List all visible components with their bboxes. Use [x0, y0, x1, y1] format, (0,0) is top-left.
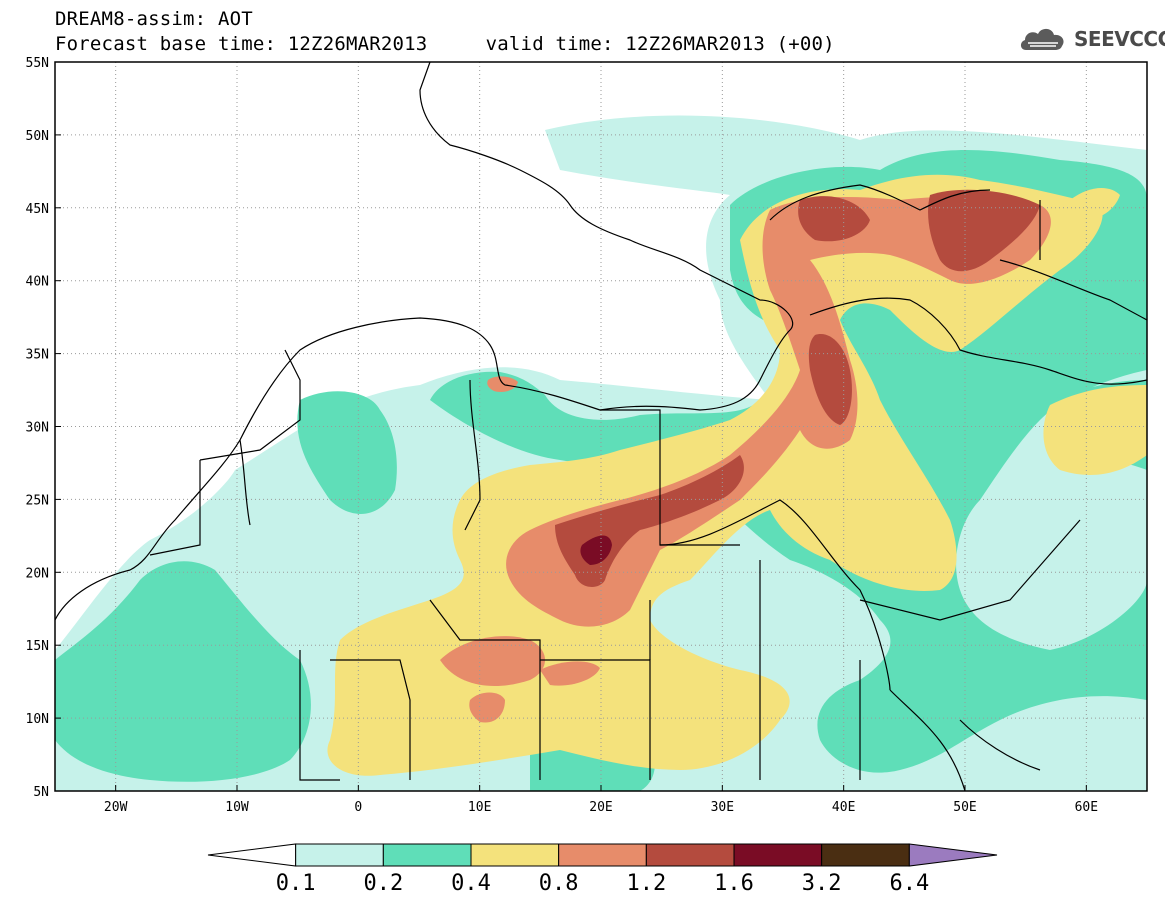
colorbar-level-label: 0.1: [276, 871, 316, 896]
lon-tick-label: 10E: [468, 800, 491, 815]
colorbar-level-label: 3.2: [802, 871, 842, 896]
cloud-icon: [1020, 28, 1064, 50]
lat-tick-label: 20N: [26, 566, 49, 581]
lat-tick-label: 45N: [26, 202, 49, 217]
logo-text: SEEVCCC: [1074, 27, 1165, 51]
lon-tick-label: 0: [354, 800, 362, 815]
colorbar-level-label: 1.6: [714, 871, 754, 896]
colorbar-swatch: [470, 843, 560, 867]
lat-tick-label: 35N: [26, 348, 49, 363]
aot-contour-1.6: [580, 535, 612, 565]
colorbar-level-label: 0.2: [363, 871, 403, 896]
coastlines-and-borders: [54, 61, 1148, 792]
colorbar-swatch: [733, 843, 823, 867]
lon-tick-label: 50E: [953, 800, 976, 815]
seevccc-logo: SEEVCCC: [1018, 24, 1165, 54]
map-title: DREAM8-assim: AOT: [55, 8, 253, 30]
lat-tick-label: 5N: [33, 785, 49, 800]
lat-tick-label: 15N: [26, 639, 49, 654]
latitude-axis: 55N 50N 45N 40N 35N 30N 25N 20N 15N 10N 5N: [26, 56, 61, 800]
lat-tick-label: 25N: [26, 493, 49, 508]
lat-tick-label: 55N: [26, 56, 49, 71]
colorbar-level-label: 6.4: [889, 871, 929, 896]
colorbar-swatch: [821, 843, 910, 867]
lat-tick-label: 50N: [26, 129, 49, 144]
colorbar-level-label: 0.8: [539, 871, 579, 896]
forecast-time-subtitle: Forecast base time: 12Z26MAR2013 valid t…: [55, 33, 835, 55]
colorbar-swatch: [558, 843, 647, 867]
lat-tick-label: 10N: [26, 712, 49, 727]
lon-tick-label: 60E: [1075, 800, 1098, 815]
lon-tick-label: 20W: [104, 800, 128, 815]
lon-tick-label: 30E: [711, 800, 734, 815]
colorbar-level-label: 1.2: [626, 871, 666, 896]
colorbar-under-arrow: [207, 843, 297, 867]
colorbar-swatch: [295, 843, 384, 867]
graticule-grid: [55, 61, 1147, 792]
colorbar-over-arrow: [908, 843, 998, 867]
lon-tick-label: 20E: [589, 800, 612, 815]
lon-tick-label: 40E: [832, 800, 855, 815]
lat-tick-label: 40N: [26, 275, 49, 290]
lon-tick-label: 10W: [225, 800, 249, 815]
colorbar-swatch: [382, 843, 472, 867]
lat-tick-label: 30N: [26, 421, 49, 436]
longitude-axis: 20W 10W 0 10E 20E 30E 40E 50E 60E: [104, 785, 1098, 815]
colorbar-level-label: 0.4: [451, 871, 491, 896]
colorbar-swatch: [645, 843, 735, 867]
aot-colorbar: 0.1 0.2 0.4 0.8 1.2 1.6 3.2 6.4: [207, 843, 998, 896]
